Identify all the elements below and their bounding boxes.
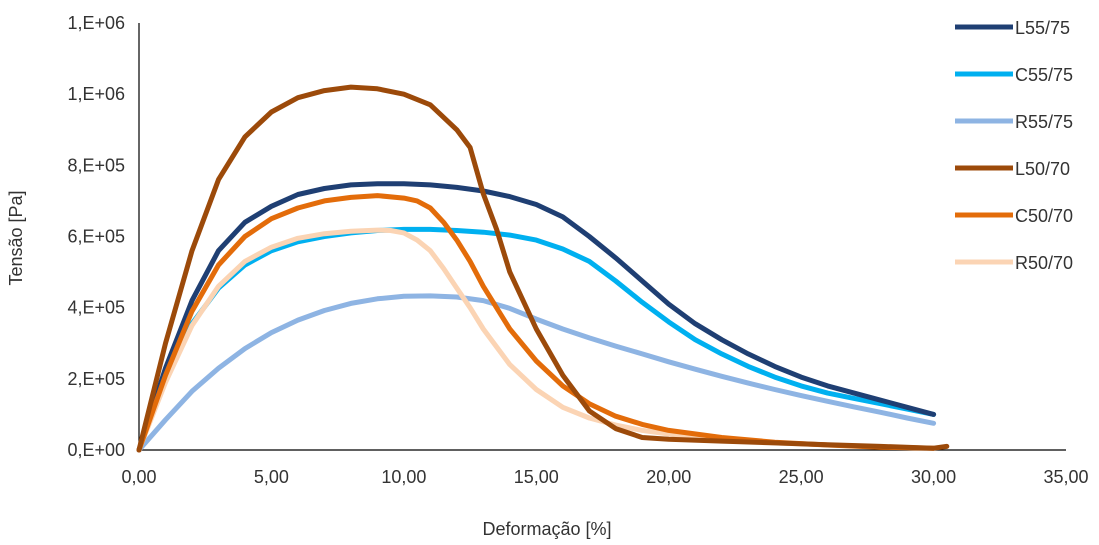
y-tick-label: 8,E+05: [67, 155, 125, 175]
legend-label: C55/75: [1015, 65, 1073, 85]
x-tick-label: 25,00: [779, 467, 824, 487]
series-line-r55-75: [136, 293, 937, 453]
series-line-r50-70: [136, 227, 937, 453]
series-lines: [136, 84, 950, 453]
x-tick-label: 20,00: [646, 467, 691, 487]
legend-label: L50/70: [1015, 159, 1070, 179]
series-line-l50-70: [136, 84, 950, 453]
y-tick-labels: 0,E+00 2,E+05 4,E+05 6,E+05 8,E+05 1,E+06 1,E+…: [67, 13, 125, 460]
legend-item: L55/75: [955, 18, 1070, 38]
legend-item: R50/70: [955, 253, 1073, 273]
y-axis-title: Tensão [Pa]: [6, 190, 26, 285]
y-tick-label: 1,E+06: [67, 84, 125, 104]
x-tick-label: 10,00: [381, 467, 426, 487]
legend-label: R55/75: [1015, 112, 1073, 132]
x-tick-label: 15,00: [514, 467, 559, 487]
x-axis-title: Deformação [%]: [482, 519, 611, 539]
axes: [138, 23, 1066, 451]
legend-label: L55/75: [1015, 18, 1070, 38]
legend-item: C50/70: [955, 206, 1073, 226]
legend-label: R50/70: [1015, 253, 1073, 273]
legend-item: L50/70: [955, 159, 1070, 179]
y-tick-label: 2,E+05: [67, 369, 125, 389]
legend: L55/75 C55/75 R55/75 L50/70 C50/70 R50/70: [955, 18, 1073, 273]
x-tick-label: 30,00: [911, 467, 956, 487]
legend-item: C55/75: [955, 65, 1073, 85]
x-tick-label: 0,00: [121, 467, 156, 487]
legend-item: R55/75: [955, 112, 1073, 132]
y-tick-label: 6,E+05: [67, 227, 125, 247]
x-tick-label: 35,00: [1043, 467, 1088, 487]
y-tick-label: 1,E+06: [67, 13, 125, 33]
x-tick-labels: 0,00 5,00 10,00 15,00 20,00 25,00 30,00 35,00: [121, 467, 1088, 487]
y-tick-label: 4,E+05: [67, 298, 125, 318]
y-tick-label: 0,E+00: [67, 440, 125, 460]
series-line-c55-75: [136, 226, 937, 453]
series-line-c50-70: [136, 193, 937, 453]
x-tick-label: 5,00: [254, 467, 289, 487]
legend-label: C50/70: [1015, 206, 1073, 226]
series-line-l55-75: [136, 181, 937, 453]
